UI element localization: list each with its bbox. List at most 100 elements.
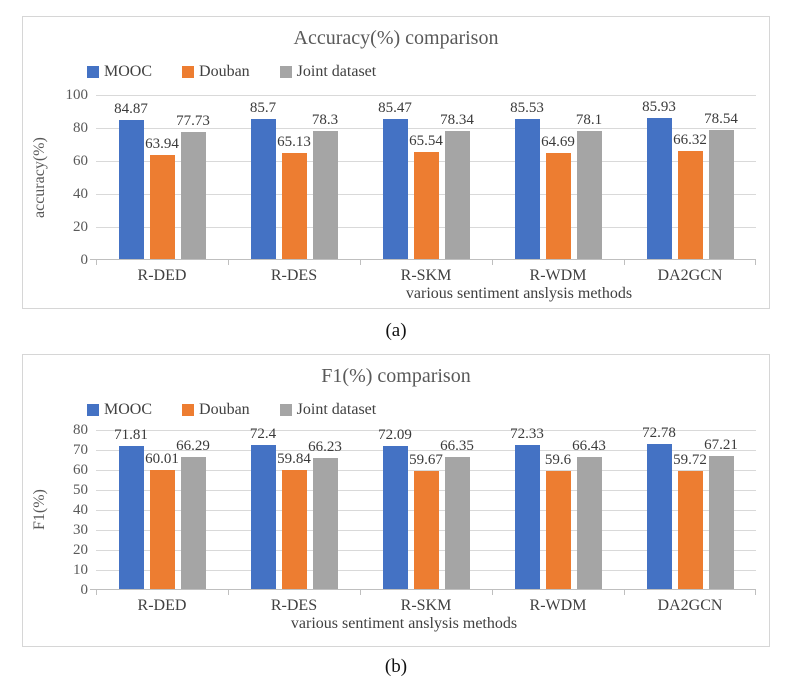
bar-cluster: 71.81 60.01 66.29 [114,427,210,590]
bar-cluster: 72.09 59.67 66.35 [378,427,474,590]
caption-a: (a) [385,320,407,341]
gridline [96,128,756,129]
x-axis-line [90,259,756,260]
category-label: R-DED [137,267,187,284]
legend-item-mooc: MOOC [87,63,152,81]
bar-value-label: 65.54 [409,132,443,149]
bar-cluster: 72.4 59.84 66.23 [250,426,342,590]
legend-swatch-icon [87,66,99,78]
bar-group-r-ded: 71.81 60.01 66.29 R-DED [96,427,228,614]
legend-item-mooc: MOOC [87,401,152,419]
bar-value-label: 78.1 [575,112,603,129]
x-axis-tick [624,590,625,595]
bar-value-label: 78.3 [311,111,339,128]
bar-value-label: 85.93 [642,99,676,116]
y-tick-label: 60 [73,462,88,478]
y-tick-label: 0 [80,252,89,268]
bar-cluster: 85.53 64.69 78.1 [510,95,603,260]
bar-group-r-skm: 72.09 59.67 66.35 R-SKM [360,427,492,614]
x-axis-tick [492,260,493,265]
bar-group-r-skm: 85.47 65.54 78.34 R-SKM [360,95,492,284]
bar-value-label: 66.29 [176,438,210,455]
category-label: R-DES [270,597,318,614]
bar-groups: 84.87 63.94 77.73 R-DED 85.7 65.13 78.3 R-DES 85… [96,95,756,284]
bar-cluster: 84.87 63.94 77.73 [114,95,210,260]
category-label: R-WDM [529,267,587,284]
plot-area: 0 10 20 30 40 50 60 70 80 71.81 60.01 66.29 R-DED 72.… [73,422,756,614]
bar-cluster: 72.33 59.6 66.43 [510,426,606,590]
x-axis-tick [228,260,229,265]
y-tick-label: 60 [73,153,88,169]
bar-value-label: 78.34 [440,111,474,128]
bar-joint-dataset: 66.35 [440,438,474,590]
bar-mooc: 85.53 [510,100,544,260]
bar-cluster: 72.78 59.72 67.21 [642,425,738,590]
bar-joint-dataset: 66.43 [572,438,606,590]
bar-mooc: 85.93 [642,99,676,260]
bar-group-r-wdm: 85.53 64.69 78.1 R-WDM [492,95,624,284]
y-tick-label: 20 [73,219,88,235]
y-tick-label: 10 [73,562,88,578]
accuracy-chart-panel: Accuracy(%) comparison MOOC Douban Joint d… [22,16,770,309]
bar-value-label: 64.69 [541,134,575,151]
bar-cluster: 85.47 65.54 78.34 [378,95,474,260]
y-tick-label: 100 [65,87,89,103]
legend-item-douban: Douban [182,63,250,81]
bar-douban: 60.01 [145,451,179,590]
y-tick-label: 20 [73,542,88,558]
legend-swatch-icon [279,404,292,416]
bar-douban: 59.84 [277,451,311,590]
bar-joint-dataset: 77.73 [176,113,210,260]
x-axis-label: various sentiment anslysis methods [405,285,633,302]
bar-mooc: 84.87 [114,101,148,260]
bar-group-da2gcn: 85.93 66.32 78.54 DA2GCN [624,95,756,284]
bar-value-label: 59.84 [277,451,311,468]
bar-douban: 65.13 [277,134,311,260]
bar-value-label: 65.13 [277,133,311,150]
bar-joint-dataset: 66.23 [308,439,342,590]
category-label: R-SKM [400,267,452,284]
x-axis-tick [755,260,756,265]
bar-groups: 71.81 60.01 66.29 R-DED 72.4 59.84 66.23 R-DES 7… [96,425,756,614]
y-tick-label: 40 [73,186,88,202]
category-label: R-WDM [529,597,587,614]
x-axis-line [90,589,756,590]
category-label: DA2GCN [657,267,723,284]
bar-value-label: 77.73 [176,112,210,129]
category-label: R-DES [270,267,318,284]
bar-douban: 65.54 [409,133,443,260]
y-tick-label: 80 [73,120,88,136]
bar-value-label: 60.01 [145,451,179,467]
x-axis-tick [755,590,756,595]
bar-joint-dataset: 78.3 [312,112,338,260]
bar-mooc: 72.78 [642,425,676,590]
gridline [96,95,756,96]
x-axis-tick [360,590,361,595]
bar-value-label: 84.87 [114,101,148,117]
bar-value-label: 66.32 [673,131,707,148]
category-label: R-DED [137,597,187,614]
bar-value-label: 72.4 [249,426,277,443]
legend-label: MOOC [104,63,153,80]
bar-group-r-wdm: 72.33 59.6 66.43 R-WDM [492,426,624,614]
category-label: DA2GCN [657,597,723,614]
bar-value-label: 72.33 [510,426,544,443]
bar-group-r-des: 85.7 65.13 78.3 R-DES [228,95,360,284]
bar-joint-dataset: 66.29 [176,438,210,590]
gridline [96,430,756,431]
x-axis-label: various sentiment anslysis methods [290,615,518,632]
bar-value-label: 59.67 [409,451,443,468]
bar-value-label: 59.72 [673,451,707,468]
y-tick-label: 50 [73,482,88,498]
bar-value-label: 85.53 [510,99,544,116]
bar-group-r-des: 72.4 59.84 66.23 R-DES [228,426,360,614]
legend-label: Joint dataset [296,401,377,418]
bar-mooc: 85.7 [250,100,276,260]
legend: MOOC Douban Joint dataset [87,63,376,81]
bar-douban: 66.32 [673,132,707,260]
legend-label: Douban [199,401,250,418]
x-axis-tick [96,590,97,595]
legend: MOOC Douban Joint dataset [87,401,376,419]
x-axis-tick [228,590,229,595]
bar-joint-dataset: 67.21 [704,437,738,590]
